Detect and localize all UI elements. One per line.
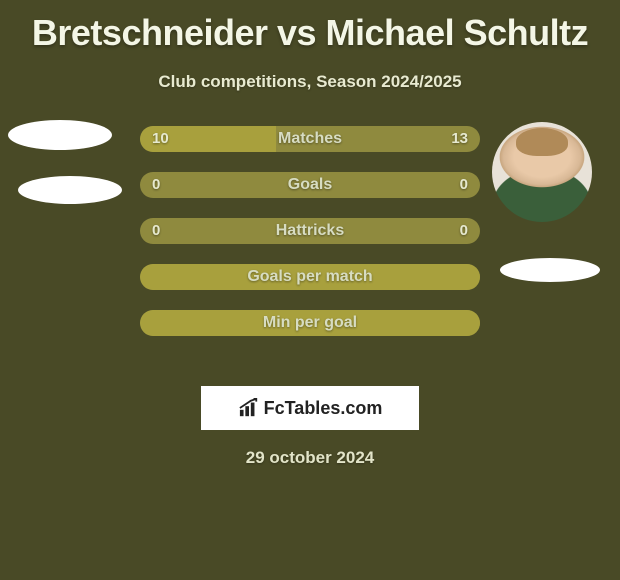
stat-row: 0Hattricks0 [140,218,480,244]
stat-label: Goals [140,172,480,198]
stat-row: Min per goal [140,310,480,336]
page-subtitle: Club competitions, Season 2024/2025 [0,72,620,92]
stat-label: Min per goal [140,310,480,336]
page-title: Bretschneider vs Michael Schultz [0,0,620,54]
stat-value-right: 13 [439,126,480,152]
logo-text: FcTables.com [264,398,383,419]
stat-label: Goals per match [140,264,480,290]
stat-value-right: 0 [448,218,480,244]
chart-icon [238,398,260,418]
stat-label: Hattricks [140,218,480,244]
comparison-chart: 10Matches130Goals00Hattricks0Goals per m… [0,126,620,376]
stat-value-right: 0 [448,172,480,198]
stat-row: 10Matches13 [140,126,480,152]
stat-row: 0Goals0 [140,172,480,198]
bar-list: 10Matches130Goals00Hattricks0Goals per m… [140,126,480,356]
site-logo[interactable]: FcTables.com [201,386,419,430]
snapshot-date: 29 october 2024 [0,448,620,468]
stat-label: Matches [140,126,480,152]
stat-row: Goals per match [140,264,480,290]
